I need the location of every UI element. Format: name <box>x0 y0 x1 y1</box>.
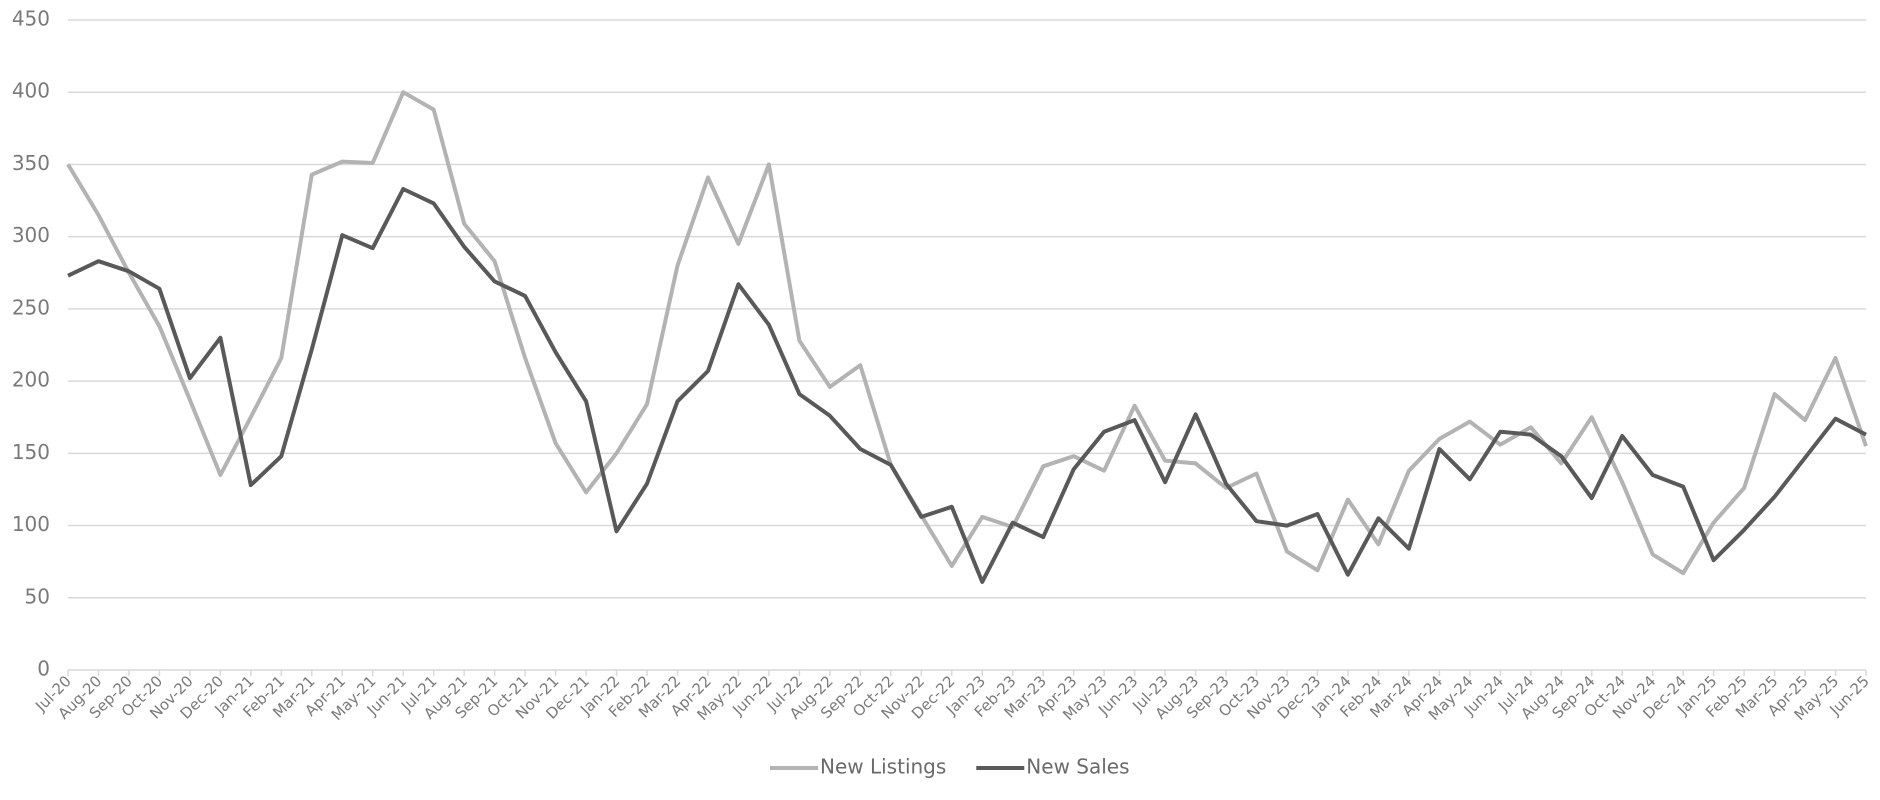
legend-label: New Sales <box>1026 755 1129 779</box>
legend-label: New Listings <box>820 755 946 779</box>
y-tick-label: 350 <box>12 151 50 175</box>
y-tick-label: 400 <box>12 79 50 103</box>
y-tick-label: 50 <box>25 584 50 608</box>
y-tick-label: 200 <box>12 368 50 392</box>
y-tick-label: 300 <box>12 223 50 247</box>
y-tick-label: 100 <box>12 512 50 536</box>
y-tick-label: 0 <box>37 657 50 681</box>
y-tick-label: 150 <box>12 440 50 464</box>
y-tick-label: 250 <box>12 295 50 319</box>
y-tick-label: 450 <box>12 7 50 31</box>
series-line <box>67 187 1867 584</box>
